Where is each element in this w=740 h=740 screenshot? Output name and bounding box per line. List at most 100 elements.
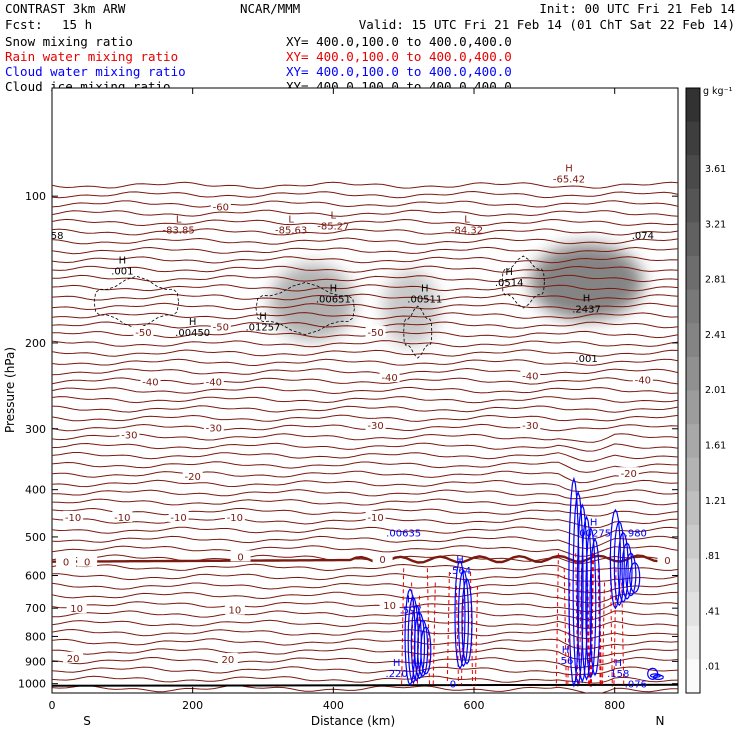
temperature-contour-label: -40 <box>522 371 538 382</box>
cloud-water-contour-2 <box>572 490 584 686</box>
colorbar-swatch <box>686 625 700 660</box>
temperature-contour-label: 10 <box>383 601 396 612</box>
temperature-contour <box>52 228 678 236</box>
y-axis-label: Pressure (hPa) <box>3 347 17 433</box>
extremum-value: .597 <box>400 606 422 617</box>
field-xy: XY= 400.0,100.0 to 400.0,400.0 <box>286 64 512 79</box>
temperature-contour <box>52 414 678 422</box>
fcst-label: Fcst: <box>5 17 43 32</box>
contour-label-bg <box>140 375 161 387</box>
contour-label-bg <box>203 375 224 387</box>
contour-label-bg <box>632 373 653 385</box>
temperature-contour-label: -10 <box>65 513 81 524</box>
extremum-marker: H <box>119 255 127 266</box>
extremum-value: .0514 <box>495 278 524 289</box>
contour-label-bg <box>168 510 189 522</box>
temperature-contour <box>52 647 678 660</box>
colorbar-swatch <box>686 289 700 324</box>
temperature-contour <box>52 246 678 255</box>
rain-contour-2 <box>555 553 559 687</box>
extremum-value: .001 <box>111 266 133 277</box>
colorbar-label: .41 <box>705 606 720 617</box>
temperature-contour-label: -40 <box>142 378 158 389</box>
temperature-contour <box>52 684 678 693</box>
extremum-marker: L <box>176 214 182 225</box>
temperature-contour-label: 20 <box>221 655 234 666</box>
temperature-contour-label: -10 <box>114 513 130 524</box>
plot-content: -60 -50 -50 -50 -40 -40 -40 -40 -40 -30 -30 -30 -30 -… <box>48 164 678 693</box>
contour-label-bg <box>66 602 87 614</box>
y-tick-label: 600 <box>25 570 46 583</box>
temperature-contour <box>52 461 678 473</box>
temperature-contour <box>52 498 678 506</box>
temperature-contour <box>52 218 678 227</box>
contour-label-bg <box>365 419 386 431</box>
extremum-marker: H <box>421 283 429 294</box>
colorbar-label: 3.21 <box>705 219 726 230</box>
temperature-contour-label: -10 <box>227 513 243 524</box>
temperature-contour <box>52 675 678 684</box>
temperature-contour-label: -40 <box>206 378 222 389</box>
contour-label-bg <box>379 599 400 611</box>
temperature-contour <box>52 507 678 517</box>
temperature-contour <box>52 442 678 452</box>
model-title: CONTRAST 3km ARW <box>5 1 126 16</box>
colorbar-label: .81 <box>705 551 720 562</box>
colorbar-label: 2.41 <box>705 330 726 341</box>
extremum-value: .076 <box>625 680 647 691</box>
y-tick-label: 700 <box>25 602 46 615</box>
field-legend: Snow mixing ratio XY= 400.0,100.0 to 400.… <box>5 34 512 94</box>
field-xy: XY= 400.0,100.0 to 400.0,400.0 <box>286 49 512 64</box>
temperature-contour <box>52 321 678 329</box>
cloud-water-contour-0 <box>420 626 432 675</box>
rain-contour-1 <box>446 571 450 685</box>
contour-label-bg <box>203 421 224 433</box>
temperature-contour-label: 0 <box>63 558 69 569</box>
contour-label-bg <box>63 651 84 663</box>
extremum-marker: H <box>590 518 598 529</box>
snow-shade-1 <box>382 270 439 347</box>
contour-label-bg <box>133 326 154 338</box>
cloud-water-contour-1 <box>457 569 470 668</box>
temperature-contour-label: 10 <box>70 604 83 615</box>
colorbar-swatch <box>686 524 700 560</box>
colorbar-swatch <box>686 558 700 593</box>
cloud-water-contour-4 <box>652 674 664 681</box>
y-tick-label: 800 <box>25 630 46 643</box>
x-tick-label: 200 <box>182 699 203 712</box>
contour-label-bg <box>657 553 678 565</box>
temperature-contour <box>52 284 678 292</box>
temperature-contour <box>52 302 678 311</box>
contour-label-bg <box>520 419 541 431</box>
temperature-contour <box>52 256 678 264</box>
extremum-value: .980 <box>625 529 647 540</box>
endpoint-north: N <box>656 714 665 728</box>
contour-label-bg <box>182 470 203 482</box>
rain-contour-2 <box>563 568 567 687</box>
extremum-value: .58 <box>48 231 64 242</box>
contour-label-bg <box>63 510 84 522</box>
extremum-value: -65.42 <box>553 175 585 186</box>
field-name: Snow mixing ratio <box>5 34 133 49</box>
cloud-water-contour-4 <box>649 673 662 678</box>
cloud-ice-contour-1 <box>255 282 355 335</box>
x-tick-label: 400 <box>323 699 344 712</box>
extremum-value: -85.63 <box>275 225 307 236</box>
temperature-contour <box>52 190 678 199</box>
zero-isotherm <box>52 554 677 565</box>
temperature-contour <box>52 358 678 367</box>
extremum-marker: H <box>393 658 401 669</box>
extremum-marker: H <box>330 283 338 294</box>
colorbar-swatch <box>686 323 700 358</box>
temperature-contour <box>52 330 678 339</box>
temperature-contour <box>52 349 678 357</box>
rain-contour-0 <box>401 568 405 686</box>
cloud-water-contour-2 <box>589 537 601 677</box>
temperature-contour <box>52 517 678 529</box>
extremum-marker: H <box>583 294 591 305</box>
colorbar-swatch <box>686 390 700 425</box>
cloud-water-contour-1 <box>461 577 473 665</box>
temperature-contour <box>52 452 678 462</box>
rain-contour-1 <box>455 585 459 685</box>
